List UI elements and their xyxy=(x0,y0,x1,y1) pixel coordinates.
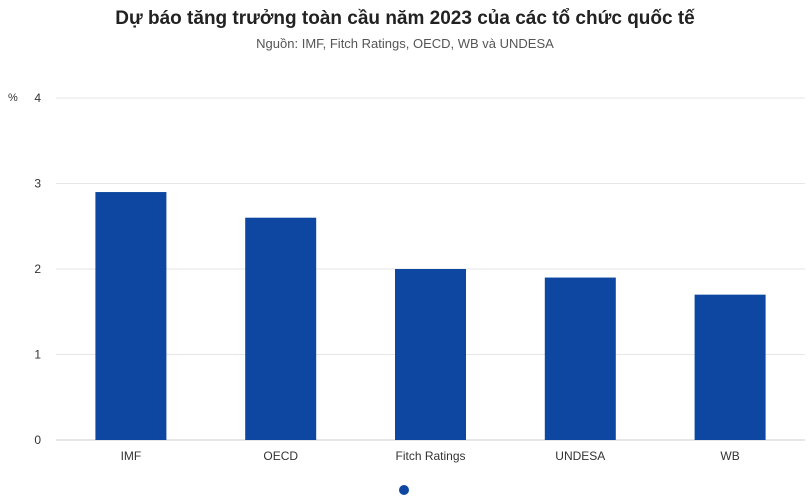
x-axis-ticks: IMF OECD Fitch Ratings UNDESA WB xyxy=(121,449,740,463)
y-tick-label: 3 xyxy=(34,177,41,191)
bar-undesa[interactable] xyxy=(544,277,616,440)
bar-fitch-ratings[interactable] xyxy=(395,269,466,440)
bar-imf[interactable] xyxy=(95,192,167,440)
bar-oecd[interactable] xyxy=(245,217,317,440)
chart-title: Dự báo tăng trưởng toàn cầu năm 2023 của… xyxy=(115,8,695,29)
y-tick-label: 2 xyxy=(34,262,41,276)
y-tick-label: 4 xyxy=(34,91,41,105)
x-tick-label: IMF xyxy=(121,449,142,463)
y-axis-ticks: 0 1 2 3 4 xyxy=(34,91,41,447)
x-tick-label: Fitch Ratings xyxy=(395,449,465,463)
bars xyxy=(95,192,766,440)
x-tick-label: WB xyxy=(720,449,739,463)
y-axis-unit-label: % xyxy=(8,92,18,104)
x-tick-label: UNDESA xyxy=(555,449,605,463)
chart-subtitle: Nguồn: IMF, Fitch Ratings, OECD, WB và U… xyxy=(256,36,554,51)
x-tick-label: OECD xyxy=(263,449,298,463)
bar-wb[interactable] xyxy=(694,294,766,440)
y-tick-label: 1 xyxy=(34,348,41,362)
pagination-dot[interactable] xyxy=(399,485,409,495)
y-tick-label: 0 xyxy=(34,433,41,447)
